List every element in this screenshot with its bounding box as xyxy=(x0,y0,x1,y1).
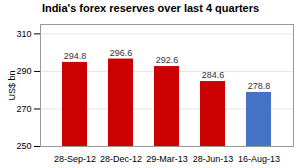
svg-text:310: 310 xyxy=(16,29,31,39)
svg-text:296.6: 296.6 xyxy=(110,48,133,58)
svg-text:278.8: 278.8 xyxy=(248,81,271,91)
svg-text:250: 250 xyxy=(16,141,31,151)
svg-text:28-Sep-12: 28-Sep-12 xyxy=(54,154,96,164)
svg-text:29-Mar-13: 29-Mar-13 xyxy=(146,154,188,164)
html-text:India's forex reserves over la: India's forex reserves over last 4 quart… xyxy=(41,2,260,14)
svg-text:290: 290 xyxy=(16,66,31,76)
svg-text:US$ bn: US$ bn xyxy=(7,70,17,100)
svg-text:270: 270 xyxy=(16,104,31,114)
svg-text:28-Dec-12: 28-Dec-12 xyxy=(100,154,142,164)
svg-text:292.6: 292.6 xyxy=(156,55,179,65)
svg-text:294.8: 294.8 xyxy=(64,51,87,61)
svg-text:28-Jun-13: 28-Jun-13 xyxy=(193,154,234,164)
svg-text:16-Aug-13: 16-Aug-13 xyxy=(238,154,280,164)
svg-text:284.6: 284.6 xyxy=(202,70,225,80)
